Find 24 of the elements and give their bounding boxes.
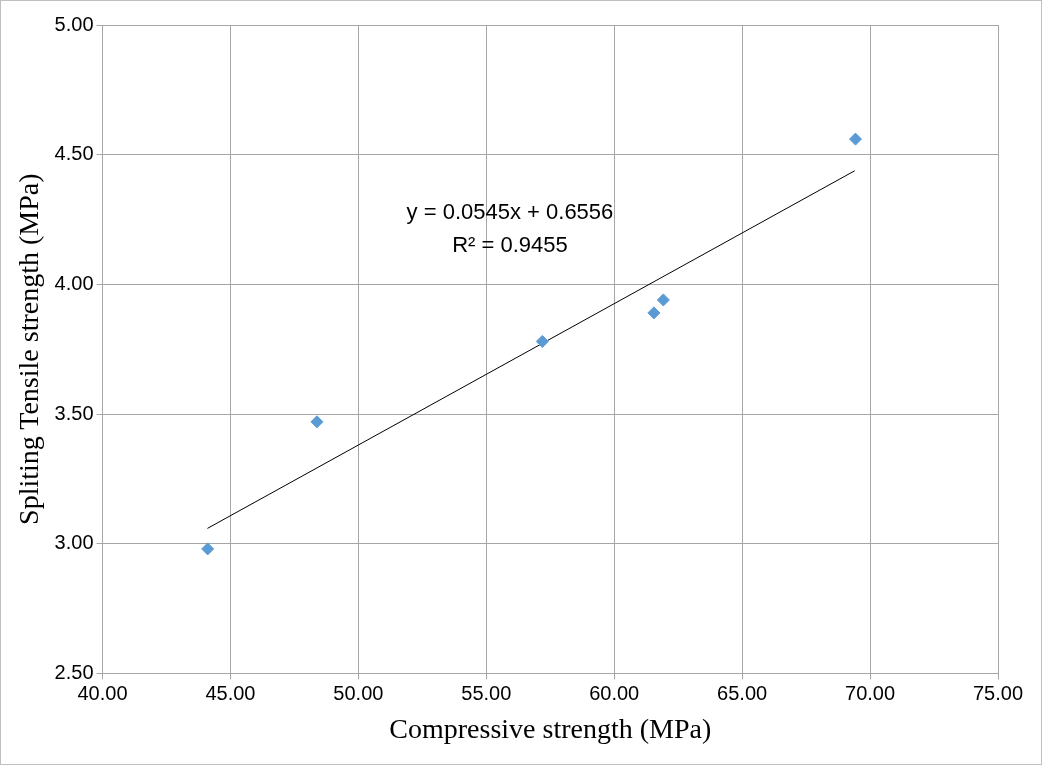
y-tick-label: 3.50 bbox=[54, 401, 94, 424]
x-tick-label: 45.00 bbox=[205, 681, 256, 704]
annotation: R² = 0.9455 bbox=[452, 232, 568, 258]
y-tick-label: 4.50 bbox=[54, 142, 94, 165]
x-tick-label: 60.00 bbox=[589, 681, 640, 704]
annotation: y = 0.0545x + 0.6556 bbox=[406, 199, 614, 225]
y-tick-label: 5.00 bbox=[54, 12, 94, 35]
point bbox=[310, 415, 324, 429]
point bbox=[656, 293, 670, 307]
point bbox=[848, 132, 862, 146]
x-tick-label: 50.00 bbox=[333, 681, 384, 704]
point bbox=[201, 542, 215, 556]
x-axis-title: Compressive strength (MPa) bbox=[389, 712, 712, 744]
x-tick-label: 55.00 bbox=[461, 681, 512, 704]
x-tick-label: 65.00 bbox=[717, 681, 768, 704]
y-tick-label: 4.00 bbox=[54, 271, 94, 294]
x-tick-label: 75.00 bbox=[972, 681, 1024, 704]
x-tick-label: 70.00 bbox=[845, 681, 896, 704]
point bbox=[535, 334, 549, 348]
y-tick-label: 3.00 bbox=[54, 531, 94, 554]
x-tick-label: 40.00 bbox=[77, 681, 128, 704]
y-axis-title: Spliting Tensile strength (MPa) bbox=[13, 173, 45, 525]
y-tick-label: 2.50 bbox=[54, 660, 94, 683]
point bbox=[647, 306, 661, 320]
